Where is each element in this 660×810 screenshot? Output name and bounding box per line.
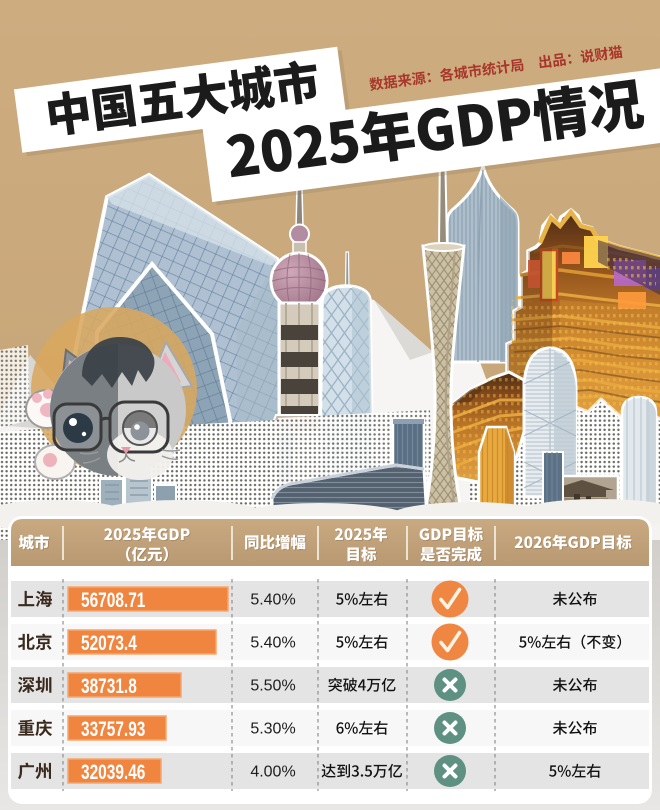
svg-text:5.50%: 5.50%	[250, 678, 295, 695]
svg-text:56708.71: 56708.71	[81, 588, 145, 612]
svg-text:5.30%: 5.30%	[250, 721, 295, 738]
svg-text:5.40%: 5.40%	[250, 592, 295, 609]
svg-text:5.40%: 5.40%	[250, 635, 295, 652]
svg-text:52073.4: 52073.4	[81, 631, 137, 655]
svg-text:4.00%: 4.00%	[250, 764, 295, 781]
svg-text:38731.8: 38731.8	[81, 674, 137, 698]
svg-text:33757.93: 33757.93	[81, 717, 145, 741]
svg-text:32039.46: 32039.46	[81, 760, 145, 784]
